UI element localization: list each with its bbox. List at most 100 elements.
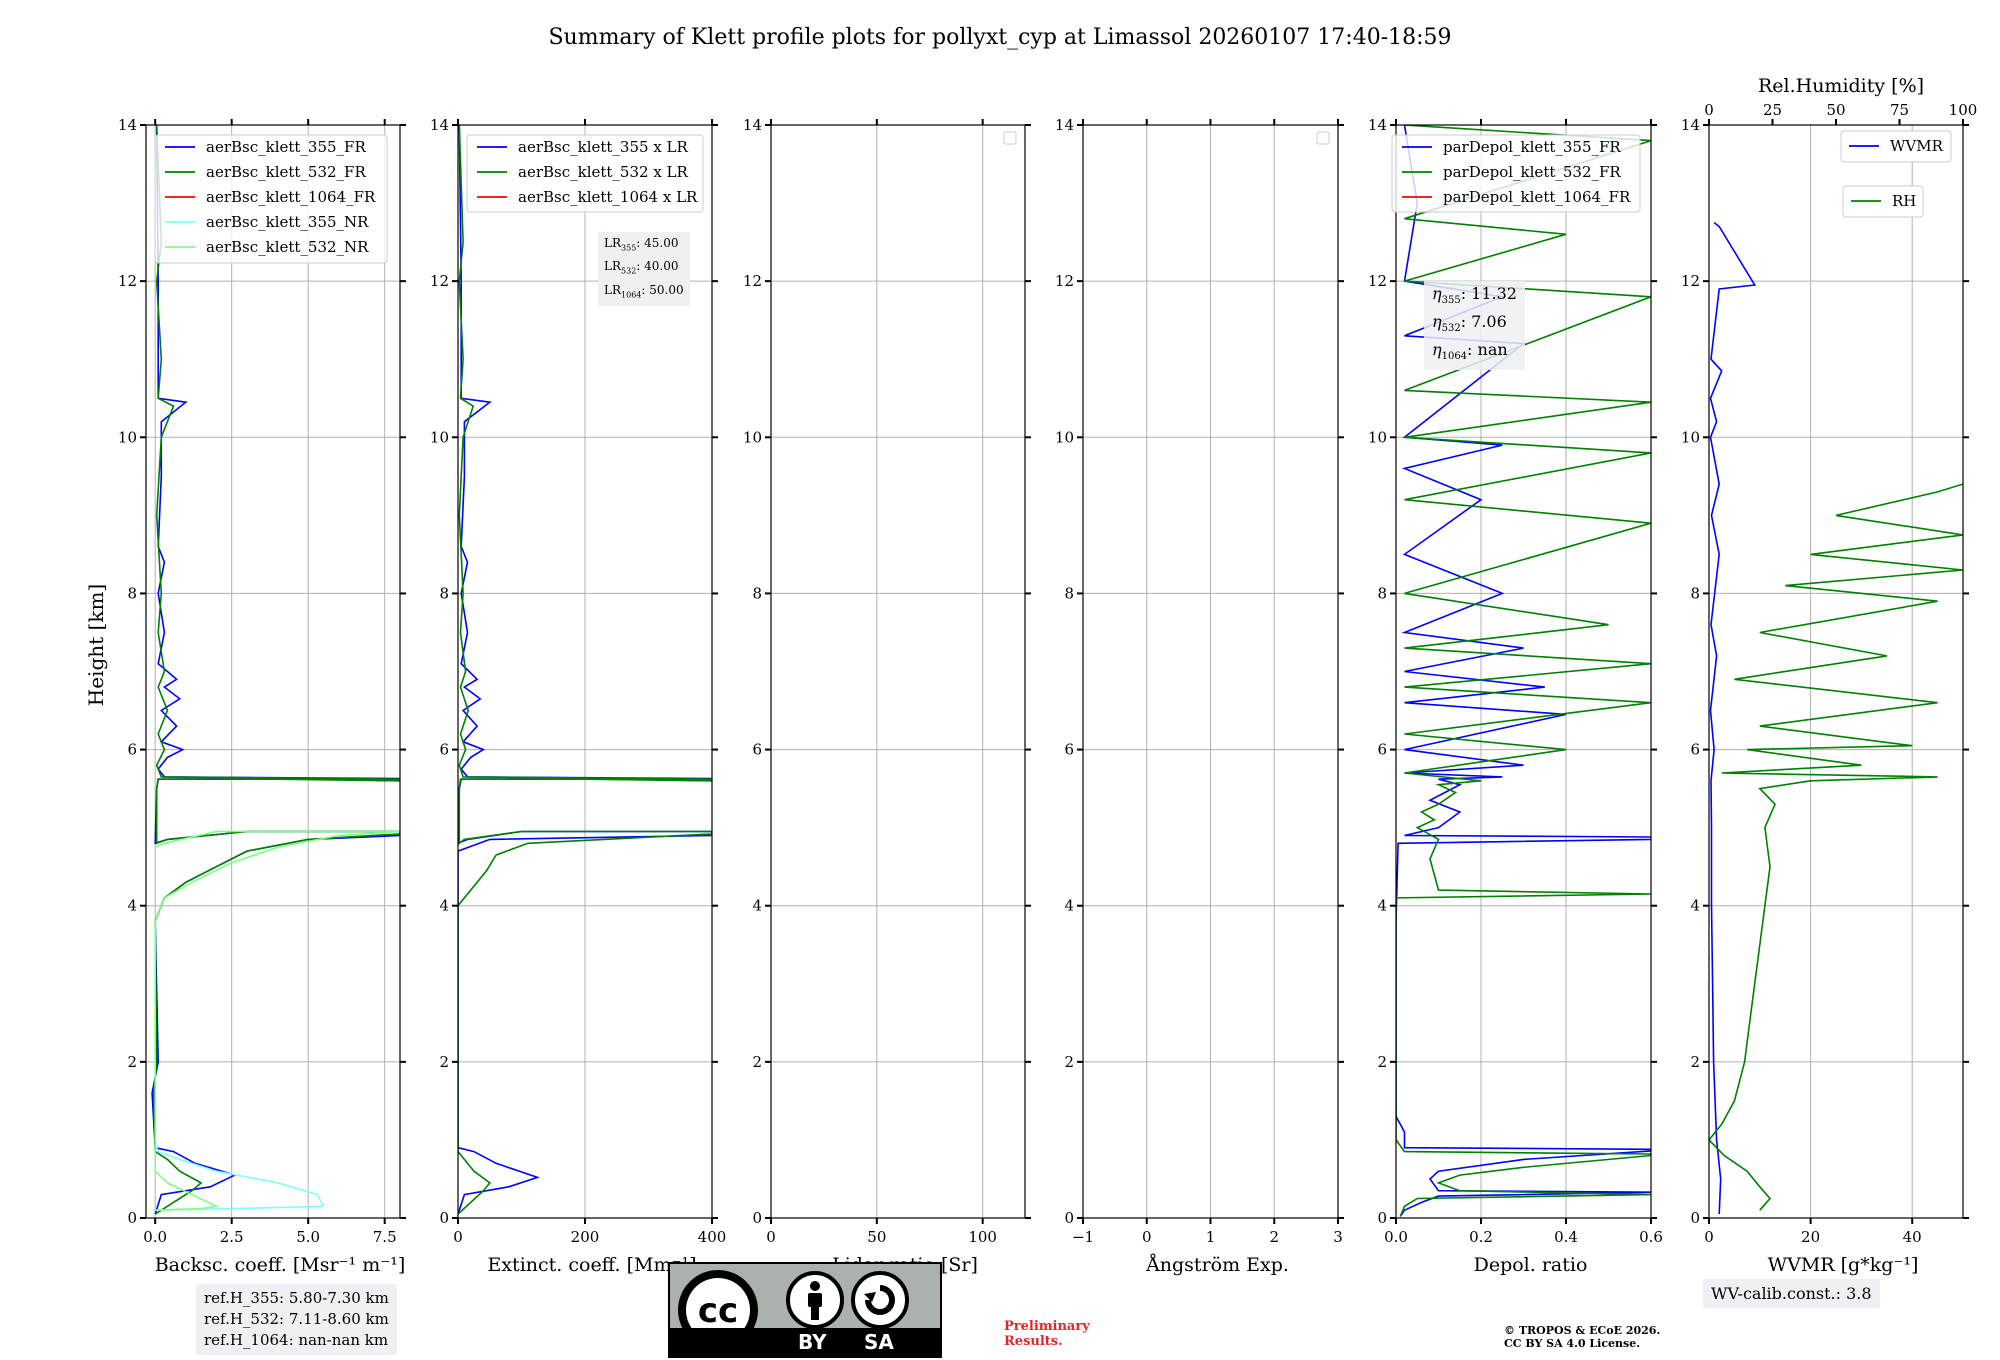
- figure-title: Summary of Klett profile plots for polly…: [548, 25, 1451, 50]
- xtick-label-2: 400: [698, 1228, 727, 1246]
- panel-backscatter: 0 2 4 6 8 10 12 14 0.0 2.5 5.0 7.5 Backsc. coeff. [M…: [118, 116, 406, 1276]
- ytick-label-7: 14: [1681, 116, 1700, 134]
- x-axis-label: WVMR [g*kg⁻¹]: [1768, 1254, 1919, 1276]
- ytick-label-4: 8: [1690, 584, 1700, 602]
- eta-line-532: η532: 7.06: [1432, 312, 1507, 335]
- xtick-label-4: 3: [1333, 1228, 1343, 1246]
- legend-label-3: aerBsc_klett_355_NR: [206, 213, 369, 231]
- xtick-label-0: 0.0: [1384, 1228, 1408, 1246]
- legend: aerBsc_klett_355_FR aerBsc_klett_532_FRae…: [154, 134, 388, 264]
- x-axis-label: Ångström Exp.: [1145, 1254, 1289, 1276]
- xtick-label-0: 0.0: [143, 1228, 167, 1246]
- wv-legend-frame-0: [1840, 130, 1952, 163]
- legend-label-4: aerBsc_klett_532_NR: [206, 238, 369, 256]
- series-line-1: [1396, 125, 1651, 1217]
- ytick-label-3: 6: [1690, 741, 1700, 759]
- legend-frame: [466, 134, 704, 213]
- x2tick-label-4: 100: [1949, 101, 1978, 119]
- eta-line-355: η355: 11.32: [1432, 284, 1517, 307]
- xtick-label-3: 2: [1269, 1228, 1279, 1246]
- x2tick-label-0: 0: [1704, 101, 1714, 119]
- x-axis-label: Depol. ratio: [1474, 1254, 1588, 1276]
- ytick-label-1: 2: [1064, 1053, 1074, 1071]
- xtick-label-1: 20: [1801, 1228, 1820, 1246]
- ref-h-355: ref.H_355: 5.80-7.30 km: [204, 1289, 389, 1307]
- ytick-label-3: 6: [439, 741, 449, 759]
- legend-label-2: parDepol_klett_1064_FR: [1443, 188, 1631, 206]
- legend-label-1: parDepol_klett_532_FR: [1443, 163, 1621, 181]
- series-line-1: [1709, 483, 1963, 1211]
- x2tick-label-3: 75: [1890, 101, 1909, 119]
- xtick-label-2: 1: [1206, 1228, 1216, 1246]
- x2tick-label-1: 25: [1763, 101, 1782, 119]
- ytick-label-6: 12: [1681, 272, 1700, 290]
- ytick-label-5: 10: [118, 428, 137, 446]
- ytick-label-3: 6: [1064, 741, 1074, 759]
- ytick-label-2: 4: [1064, 897, 1074, 915]
- copyright-line-2: CC BY SA 4.0 License.: [1504, 1337, 1641, 1350]
- ytick-label-6: 12: [118, 272, 137, 290]
- ytick-label-6: 12: [1368, 272, 1387, 290]
- ytick-label-1: 2: [1690, 1053, 1700, 1071]
- axes-frame: [145, 124, 401, 1219]
- ytick-label-7: 14: [118, 116, 137, 134]
- series-line-0: [1709, 221, 1757, 1215]
- ytick-label-6: 12: [430, 272, 449, 290]
- ytick-label-7: 14: [1368, 116, 1387, 134]
- preliminary-line-1: Preliminary: [1004, 1319, 1090, 1334]
- ytick-label-5: 10: [1681, 428, 1700, 446]
- xtick-label-2: 0.4: [1554, 1228, 1578, 1246]
- ytick-label-0: 0: [439, 1209, 449, 1227]
- lr-line-532: LR532: 40.00: [604, 259, 679, 276]
- ytick-label-3: 6: [1377, 741, 1387, 759]
- axes-frame: [1395, 124, 1652, 1219]
- legend-label-1: aerBsc_klett_532 x LR: [518, 163, 689, 181]
- xtick-label-1: 50: [867, 1228, 886, 1246]
- series-line-3: [153, 830, 400, 1211]
- eta-line-1064: η1064: nan: [1432, 340, 1508, 363]
- xtick-label-2: 40: [1903, 1228, 1922, 1246]
- ytick-label-2: 4: [127, 897, 137, 915]
- preliminary-line-2: Results.: [1004, 1334, 1063, 1349]
- panel-depolarization: 0 2 4 6 8 10 12 14 0.0 0.2 0.4 0.6 Depol. ratio parDe…: [1368, 116, 1663, 1276]
- series-line-1: [152, 125, 400, 1215]
- ytick-label-3: 6: [127, 741, 137, 759]
- series-line-0: [1396, 125, 1651, 1217]
- ytick-label-4: 8: [439, 584, 449, 602]
- reference-height-box: ref.H_355: 5.80-7.30 km ref.H_532: 7.11-…: [196, 1284, 397, 1355]
- ytick-label-1: 2: [1377, 1053, 1387, 1071]
- ytick-label-7: 14: [1055, 116, 1074, 134]
- x2-axis-label: Rel.Humidity [%]: [1758, 75, 1924, 97]
- empty-legend: [1003, 131, 1017, 145]
- xtick-label-3: 0.6: [1639, 1228, 1663, 1246]
- series-line-0: [151, 125, 400, 1215]
- ytick-label-5: 10: [743, 428, 762, 446]
- lr-line-355: LR355: 45.00: [604, 236, 679, 253]
- svg-text:cc: cc: [698, 1291, 738, 1331]
- ytick-label-1: 2: [752, 1053, 762, 1071]
- xtick-label-3: 7.5: [373, 1228, 397, 1246]
- legend-label-0: aerBsc_klett_355 x LR: [518, 138, 689, 156]
- series-line-0: [458, 125, 712, 1215]
- series-line-2: [153, 1143, 325, 1211]
- axes-frame: [770, 124, 1026, 1219]
- share-alike-icon: [851, 1271, 909, 1329]
- ytick-label-0: 0: [1377, 1209, 1387, 1227]
- ytick-label-2: 4: [752, 897, 762, 915]
- ytick-label-0: 0: [1064, 1209, 1074, 1227]
- xtick-label-1: 200: [571, 1228, 600, 1246]
- ytick-label-7: 14: [743, 116, 762, 134]
- lr-line-1064: LR1064: 50.00: [604, 282, 684, 300]
- cc-label-bar: BY SA: [670, 1328, 940, 1356]
- cc-license-badge: cc BY SA: [668, 1262, 942, 1358]
- xtick-label-0: 0: [766, 1228, 776, 1246]
- ytick-label-6: 12: [1055, 272, 1074, 290]
- xtick-label-0: −1: [1072, 1228, 1094, 1246]
- ytick-label-4: 8: [127, 584, 137, 602]
- xtick-label-1: 2.5: [220, 1228, 244, 1246]
- copyright-line-1: © TROPOS & ECoE 2026.: [1504, 1324, 1661, 1337]
